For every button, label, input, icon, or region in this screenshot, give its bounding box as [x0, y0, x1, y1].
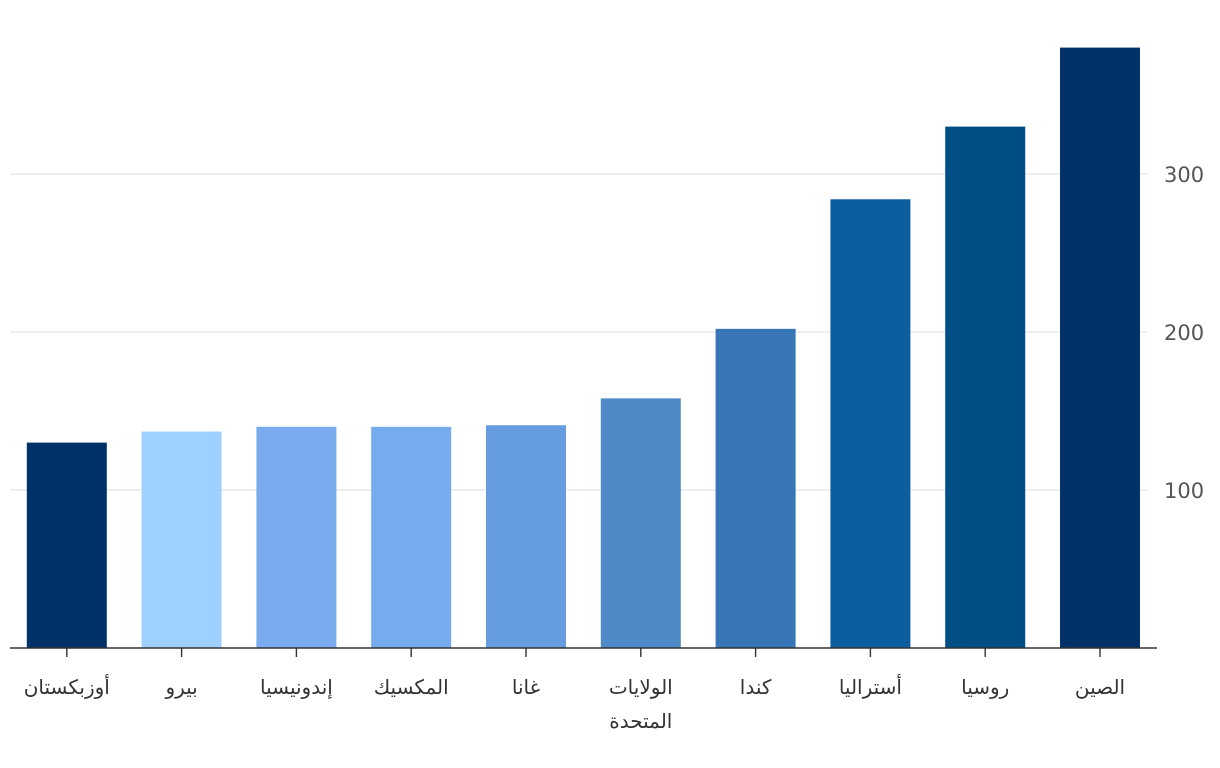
bar	[486, 425, 566, 648]
bar	[945, 126, 1026, 649]
bar	[371, 426, 452, 648]
y-tick-label: 300	[1164, 163, 1204, 187]
bar	[26, 442, 107, 648]
x-axis: الصين روسيا أستراليا كندا الولايات المتحدة غان…	[24, 648, 1125, 733]
x-tick-label: إندونيسيا	[260, 675, 333, 700]
bar	[600, 398, 681, 648]
x-tick-label: أستراليا	[839, 674, 902, 699]
y-tick-label: 100	[1164, 479, 1204, 503]
bar	[1060, 47, 1140, 649]
bar	[715, 328, 796, 648]
y-axis: 100 200 300	[1164, 163, 1204, 503]
x-tick-label: كندا	[740, 675, 772, 699]
bar	[141, 431, 222, 648]
bar	[830, 199, 911, 648]
x-tick-label: المكسيك	[374, 675, 449, 699]
x-tick-label: روسيا	[961, 675, 1009, 699]
x-tick-label: أوزبكستان	[24, 674, 110, 699]
bar	[256, 426, 337, 648]
x-tick-label: الصين	[1075, 675, 1125, 699]
x-tick-label: الولايات المتحدة	[609, 675, 673, 733]
x-tick-label: بيرو	[164, 675, 197, 699]
x-tick-label: غانا	[512, 675, 540, 699]
y-tick-label: 200	[1164, 321, 1204, 345]
bars	[26, 47, 1140, 649]
